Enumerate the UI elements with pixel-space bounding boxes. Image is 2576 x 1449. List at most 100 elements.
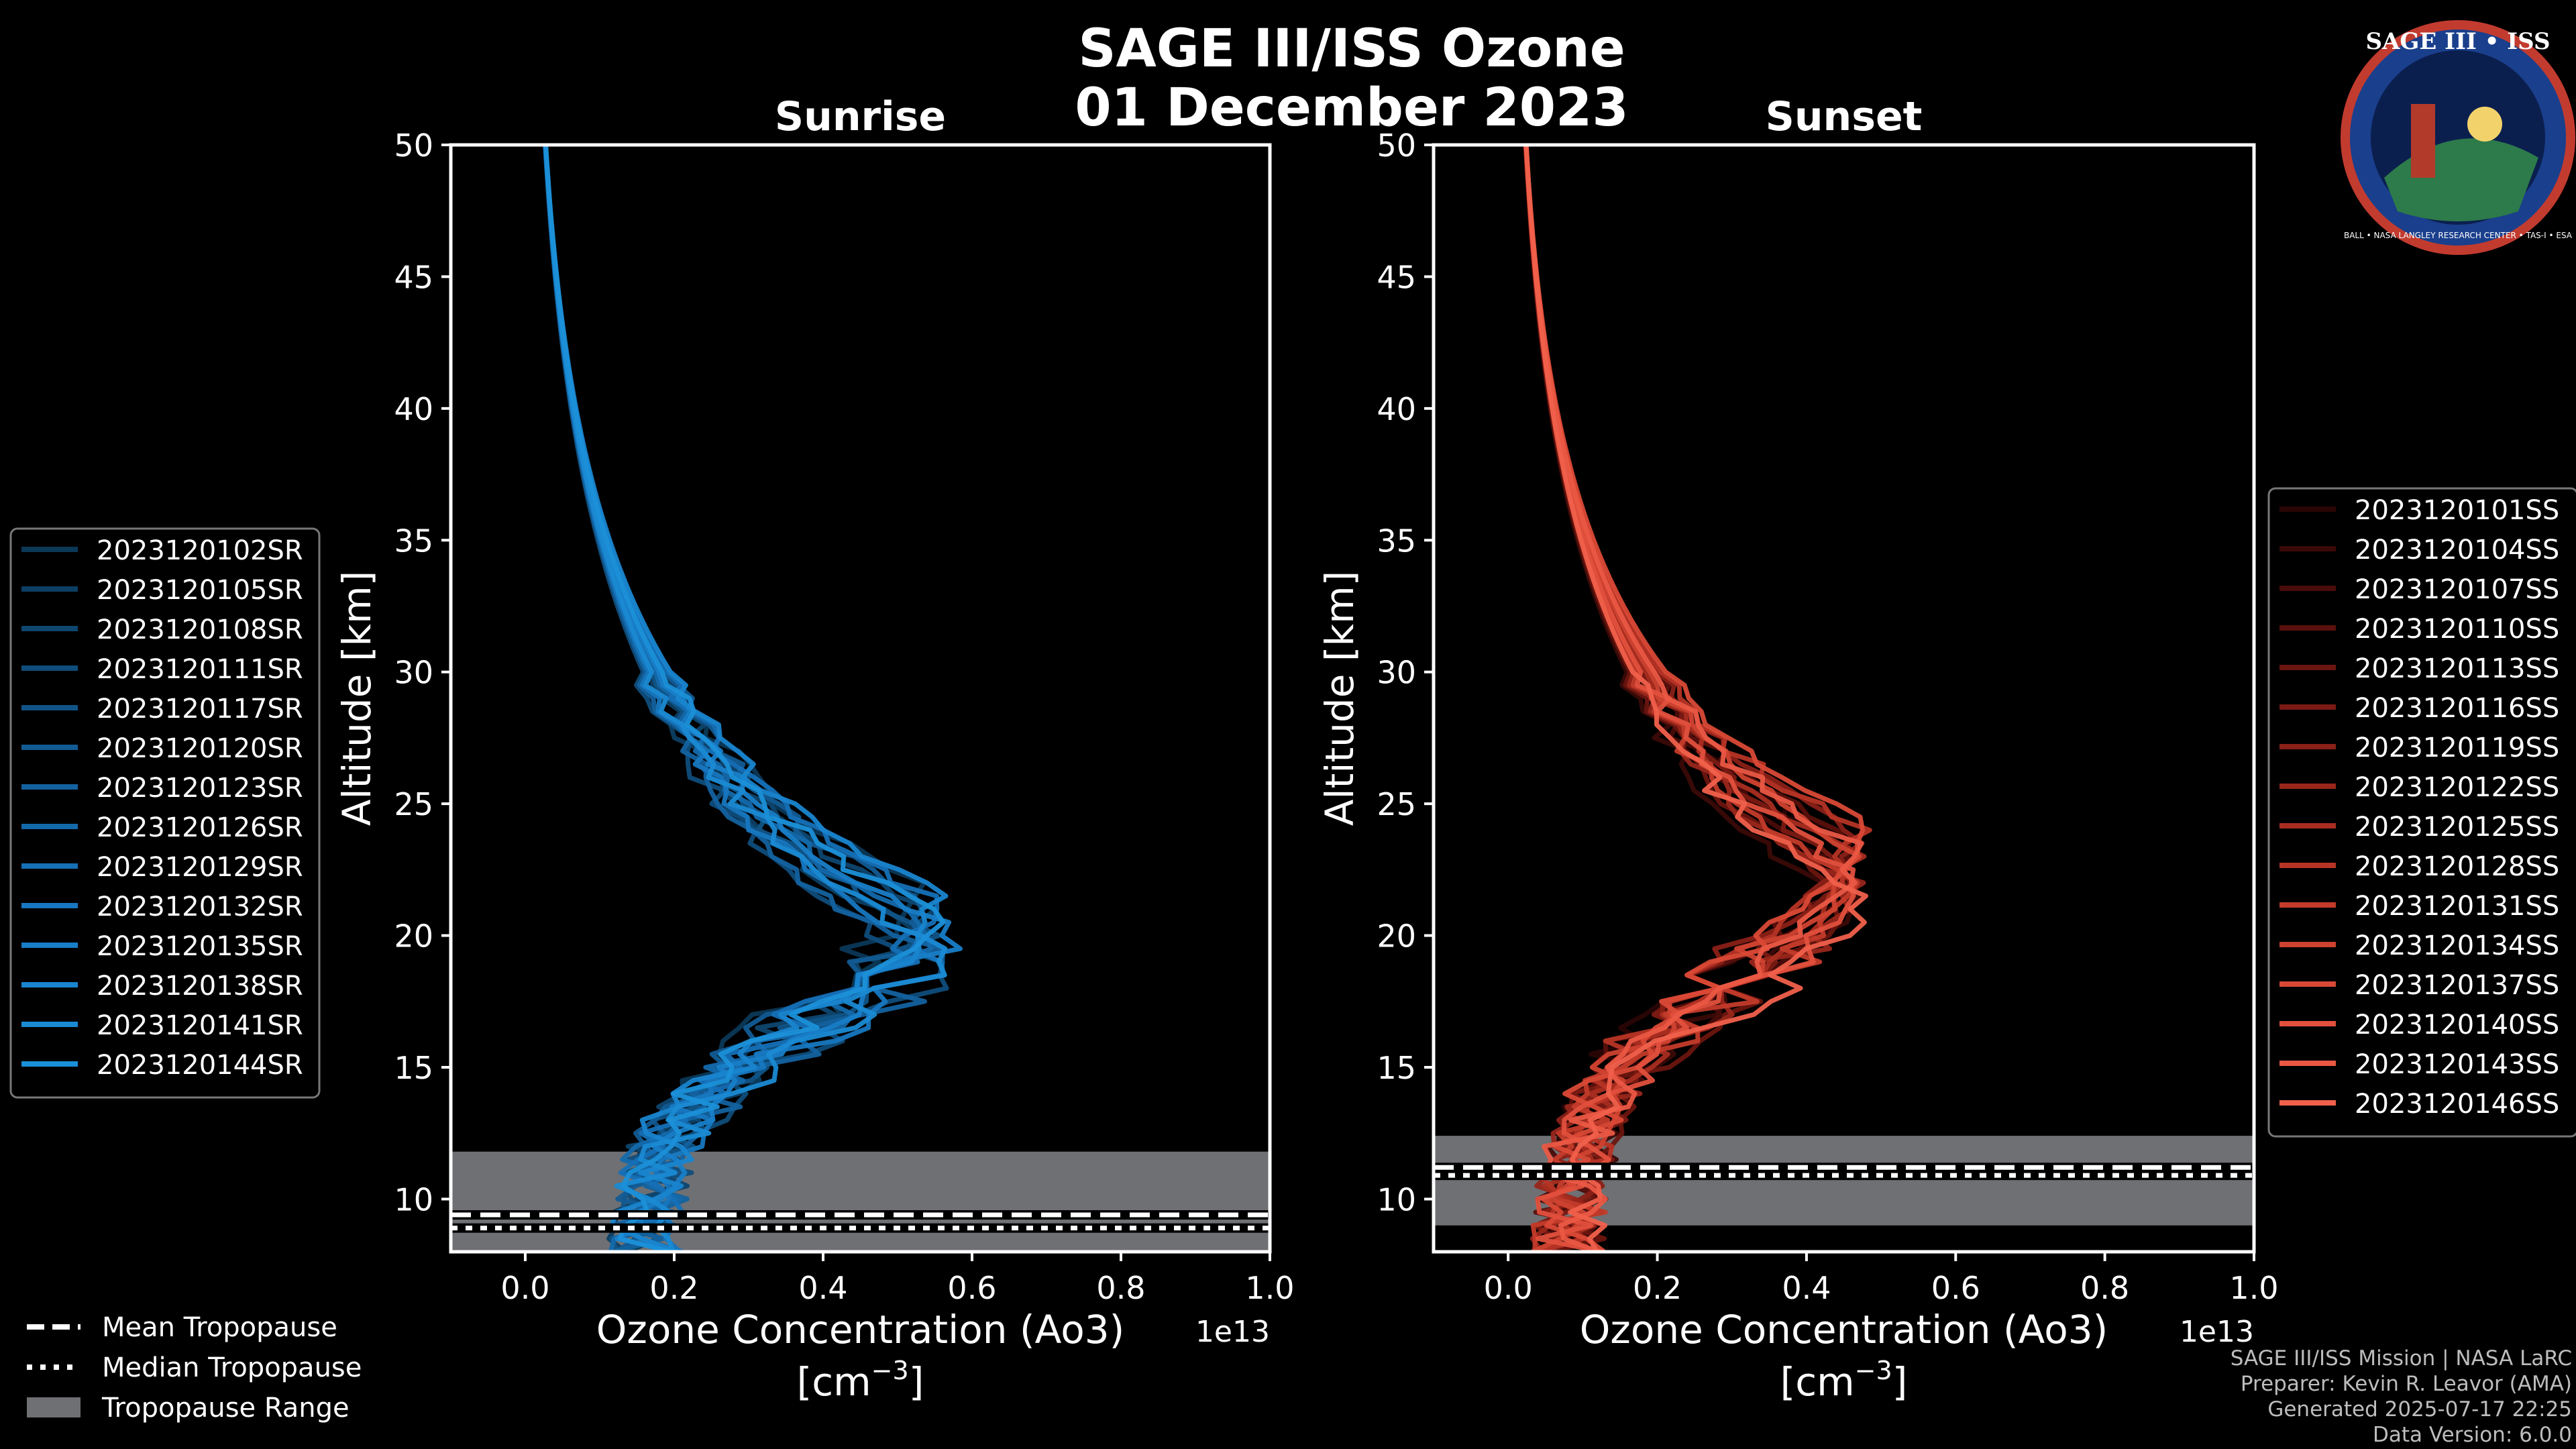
legend-label: 2023120116SS: [2355, 693, 2559, 724]
legend-label: 2023120126SR: [97, 812, 303, 843]
legend-label: Mean Tropopause: [102, 1312, 337, 1343]
profile-line-2023120105SR: [543, 145, 948, 1252]
profile-line-2023120120SR: [543, 145, 942, 1252]
legend-label: Tropopause Range: [101, 1393, 350, 1424]
x-tick-label: 0.2: [649, 1270, 698, 1306]
x-tick-label: 1.0: [2229, 1270, 2278, 1306]
y-tick-label: 50: [394, 127, 433, 164]
profile-line-2023120138SR: [543, 145, 949, 1252]
legend-label: 2023120135SR: [97, 931, 303, 962]
legend-label: 2023120137SS: [2355, 970, 2559, 1001]
legend-label: 2023120105SR: [97, 575, 303, 606]
profile-line-2023120146SS: [1523, 145, 1868, 1252]
x-tick-label: 0.6: [1931, 1270, 1980, 1306]
sage-mission-logo: SAGE III • ISS BALL • NASA LANGLEY RESEAR…: [2341, 20, 2575, 255]
figure-icon: [2411, 104, 2435, 178]
y-tick-label: 35: [1377, 523, 1416, 559]
profile-line-2023120144SR: [543, 145, 946, 1252]
plot-area: [1434, 145, 2254, 1252]
legend-label: 2023120143SS: [2355, 1049, 2559, 1080]
legend-label: 2023120138SR: [97, 971, 303, 1002]
legend-label: 2023120134SS: [2355, 930, 2559, 961]
legend-label: 2023120119SS: [2355, 733, 2559, 763]
footer-line: SAGE III/ISS Mission | NASA LaRC: [2230, 1346, 2572, 1371]
y-tick-label: 35: [394, 523, 433, 559]
footer-line: Generated 2025-07-17 22:25: [2267, 1397, 2572, 1421]
footer: SAGE III/ISS Mission | NASA LaRC Prepare…: [2231, 1346, 2572, 1448]
legend-label: 2023120107SS: [2355, 574, 2559, 605]
x-tick-label: 0.4: [798, 1270, 847, 1306]
y-tick-label: 20: [394, 918, 433, 955]
profile-line-2023120117SR: [543, 145, 942, 1252]
profile-line-2023120111SR: [543, 145, 949, 1252]
x-axis-units: [cm−3]: [1780, 1356, 1908, 1405]
x-axis-label: Ozone Concentration (Ao3): [596, 1307, 1125, 1352]
profile-line-2023120108SR: [543, 145, 938, 1252]
figure-title-line1: SAGE III/ISS Ozone: [1078, 19, 1625, 79]
legend-label: 2023120123SR: [97, 773, 303, 804]
x-axis-units: [cm−3]: [797, 1356, 924, 1405]
legend-label: 2023120132SR: [97, 892, 303, 922]
legend-label: 2023120122SS: [2355, 772, 2559, 803]
y-tick-label: 50: [1377, 127, 1416, 164]
logo-ring-text: BALL • NASA LANGLEY RESEARCH CENTER • TA…: [2344, 231, 2573, 240]
legend-label: 2023120111SR: [97, 654, 303, 685]
chart-panel-sunset: Sunset 10 15 20 25 30 35 40 45 50 0.0 0.2 0.4 0.6 0.8 1…: [1317, 93, 2279, 1405]
x-tick-label: 0.8: [1096, 1270, 1145, 1306]
x-tick-label: 0.2: [1633, 1270, 1682, 1306]
y-tick-label: 10: [1377, 1181, 1416, 1218]
y-tick-label: 10: [394, 1181, 433, 1218]
x-offset-label: 1e13: [2180, 1315, 2254, 1349]
footer-line: Preparer: Kevin R. Leavor (AMA): [2240, 1372, 2572, 1396]
profile-line-2023120132SR: [543, 145, 947, 1252]
legend-label: 2023120108SR: [97, 614, 303, 645]
legend-label: 2023120140SS: [2355, 1010, 2559, 1040]
legend-range-swatch: [27, 1397, 80, 1417]
legend-label: 2023120129SR: [97, 852, 303, 883]
y-axis-label: Altitude [km]: [334, 571, 380, 826]
series-legend-sunset: 2023120101SS 2023120104SS 2023120107SS 2023…: [2267, 487, 2576, 1138]
sun-icon: [2467, 107, 2502, 142]
legend-label: 2023120104SS: [2355, 535, 2559, 566]
legend-label: 2023120141SR: [97, 1010, 303, 1041]
axes-frame: [449, 143, 1272, 1254]
legend-label: Median Tropopause: [102, 1352, 362, 1383]
legend-label: 2023120128SS: [2355, 851, 2559, 882]
legend-label: 2023120144SR: [97, 1050, 303, 1081]
y-axis-label: Altitude [km]: [1317, 571, 1362, 826]
y-tick-label: 40: [1377, 391, 1416, 427]
legend-label: 2023120120SR: [97, 733, 303, 764]
x-tick-label: 0.0: [1484, 1270, 1533, 1306]
legend-label: 2023120125SS: [2355, 812, 2559, 843]
y-tick-label: 15: [394, 1050, 433, 1086]
legend-box: [9, 527, 321, 1099]
profile-line-2023120137SS: [1523, 145, 1866, 1252]
figure-title-line2: 01 December 2023: [1075, 78, 1629, 138]
x-axis-label: Ozone Concentration (Ao3): [1580, 1307, 2108, 1352]
y-tick-label: 20: [1377, 918, 1416, 955]
legend-label: 2023120102SR: [97, 535, 303, 566]
panel-title: Sunset: [1766, 93, 1923, 140]
profile-line-2023120141SR: [543, 145, 948, 1252]
axes-frame: [1432, 143, 2256, 1254]
legend-label: 2023120131SS: [2355, 891, 2559, 922]
legend-label: 2023120113SS: [2355, 653, 2559, 684]
chart-panel-sunrise: Sunrise 10 15 20 25 30 35 40 45 50 0.0 0.2 0.4 0.6 0.8…: [334, 93, 1295, 1405]
legend-label: 2023120110SS: [2355, 614, 2559, 645]
x-tick-label: 0.8: [2080, 1270, 2129, 1306]
series-legend-sunrise: 2023120102SR 2023120105SR 2023120108SR 2023…: [9, 527, 321, 1099]
plot-area: [451, 145, 1270, 1252]
footer-line: Data Version: 6.0.0: [2372, 1423, 2572, 1447]
y-tick-label: 45: [394, 259, 433, 295]
y-tick-label: 30: [1377, 655, 1416, 691]
x-tick-label: 0.4: [1782, 1270, 1831, 1306]
x-tick-label: 1.0: [1245, 1270, 1294, 1306]
tropopause-range-band: [451, 1151, 1270, 1252]
legend-label: 2023120101SS: [2355, 495, 2559, 526]
x-offset-label: 1e13: [1195, 1315, 1270, 1349]
profile-line-2023120129SR: [543, 145, 940, 1252]
y-tick-label: 25: [1377, 786, 1416, 822]
y-tick-label: 25: [394, 786, 433, 822]
tropopause-legend: Mean Tropopause Median Tropopause Tropopau…: [27, 1312, 362, 1424]
